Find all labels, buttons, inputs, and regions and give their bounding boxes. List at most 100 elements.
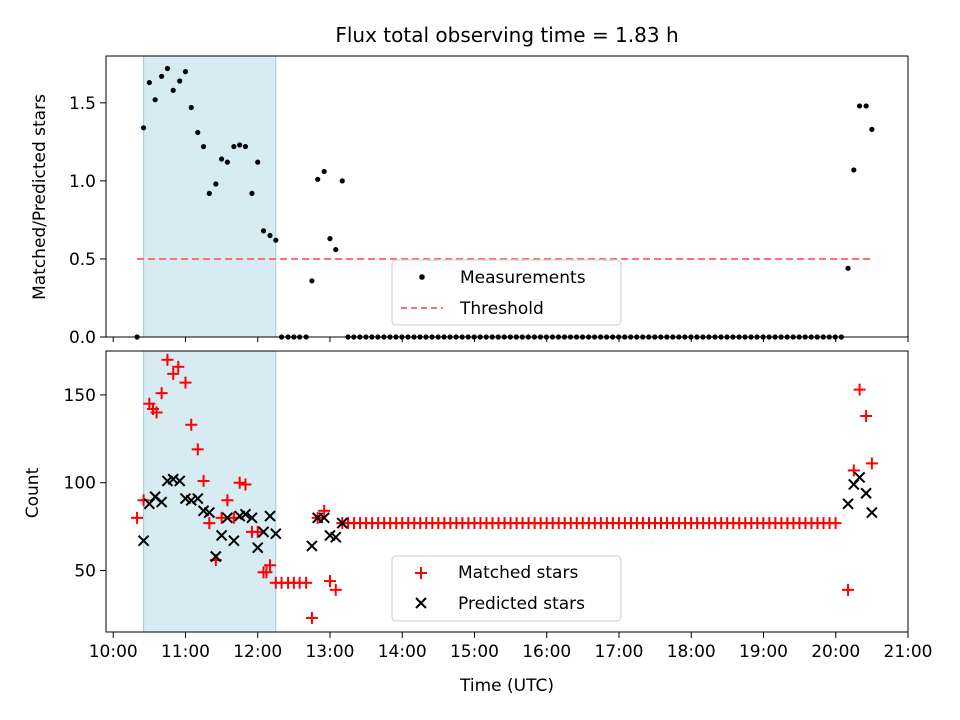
x-tick-label: 18:00 [667,642,716,662]
measurement-point [237,142,243,148]
predicted-star-point [842,498,854,510]
matched-star-point [179,376,192,389]
count-legend-box [391,555,622,622]
measurement-point [863,103,869,109]
measurement-point [213,181,219,187]
predicted-star-point [336,517,348,529]
predicted-star-point [257,526,270,538]
x-tick-label: 16:00 [522,642,571,662]
ratio-axes-frame [105,55,909,338]
measurement-point [188,104,194,111]
matched-star-point [829,517,842,530]
x-axis-label: Time (UTC) [459,676,554,696]
matched-star-point [318,504,331,517]
matched-star-point [197,474,210,487]
matched-star-point [260,566,273,579]
measurement-point [219,156,225,162]
ratio-legend: Measurements Threshold [391,259,622,326]
measurement-point [869,126,875,132]
predicted-star-point [228,534,240,547]
matched-star-point [215,511,228,524]
measurement-point [152,97,158,103]
predicted-star-point [173,475,186,487]
measurement-point [182,69,189,75]
predicted-star-point [215,529,228,542]
measurement-point [327,236,333,242]
count-y-axis-label: Count [23,467,43,518]
predicted-star-point [264,510,276,522]
matched-star-point [203,517,216,530]
x-tick-label: 14:00 [378,642,427,662]
predicted-star-point [137,534,150,547]
x-tick-label: 20:00 [811,642,860,662]
chart-title: Flux total observing time = 1.83 h [335,23,678,47]
predicted-star-point [306,540,318,552]
measurement-point [164,65,171,72]
predicted-star-point [155,496,168,508]
ratio-x-ticks [112,337,909,342]
ratio-legend-box [391,259,622,326]
predicted-star-point [203,506,216,519]
matched-star-point [150,406,163,419]
measurement-point [315,176,321,182]
x-tick-label: 17:00 [594,642,643,662]
legend-matched-marker [415,567,427,579]
predicted-star-point [210,550,222,563]
measurement-point [856,103,863,109]
predicted-star-point [860,487,872,499]
predicted-star-point [221,512,234,524]
y-tick-label: 150 [64,386,96,406]
y-tick-label: 1.5 [69,94,96,114]
measurement-point [170,87,176,93]
matched-star-point [221,494,234,507]
legend-measurements-label: Measurements [460,268,586,288]
measurement-point [267,232,273,239]
ratio-panel: 0.0 0.5 1.0 1.5 Matched/Predicted stars Mea… [30,55,909,348]
x-tick-label: 11:00 [161,642,210,662]
measurement-point [200,143,207,150]
measurement-point [231,143,237,150]
measurement-point [249,190,255,196]
matched-star-point [137,494,150,507]
matched-star-point [191,443,204,456]
y-tick-label: 0.0 [69,328,96,348]
measurement-point [224,159,230,165]
measurement-point [146,79,152,86]
matched-star-point [251,525,264,538]
predicted-star-point [853,471,866,484]
predicted-star-point [167,473,179,485]
legend-predicted-marker [415,597,427,609]
x-tick-label: 15:00 [450,642,499,662]
predicted-star-point [318,512,330,524]
predicted-star-point [239,508,252,521]
matched-star-point [233,476,246,489]
legend-matched-label: Matched stars [458,563,578,583]
measurement-point [845,265,851,271]
measurement-point [159,73,165,79]
legend-threshold-label: Threshold [459,299,544,319]
measurement-point [273,237,279,243]
matched-star-point [161,353,174,366]
top-observing-span [143,55,277,338]
measurement-point [242,143,249,150]
measurement-point [195,129,201,136]
measurement-point [260,228,267,234]
predicted-star-point [330,531,342,543]
matched-star-point [305,611,318,624]
count-x-ticks: 10:00 11:00 12:00 13:00 14:00 15:00 16:00 17:00… [89,632,933,662]
matched-star-point [131,511,144,524]
measurement-point [851,167,857,173]
matched-star-point [847,464,860,477]
x-tick-label: 21:00 [884,642,933,662]
matched-star-point [264,559,277,572]
count-axes-frame [105,350,909,633]
measurement-point [206,190,212,196]
x-tick-label: 10:00 [89,642,138,662]
count-y-ticks: 50 100 150 [64,386,106,582]
legend-predicted-label: Predicted stars [458,594,585,614]
measurement-point [140,125,147,131]
predicted-star-point [866,506,878,519]
y-tick-label: 50 [74,562,96,582]
